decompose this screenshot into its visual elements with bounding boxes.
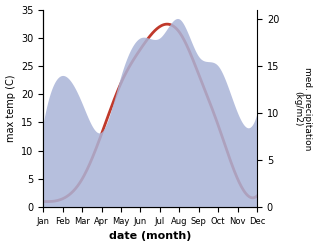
- Y-axis label: med. precipitation
(kg/m2): med. precipitation (kg/m2): [293, 67, 313, 150]
- X-axis label: date (month): date (month): [109, 231, 191, 242]
- Y-axis label: max temp (C): max temp (C): [5, 75, 16, 142]
